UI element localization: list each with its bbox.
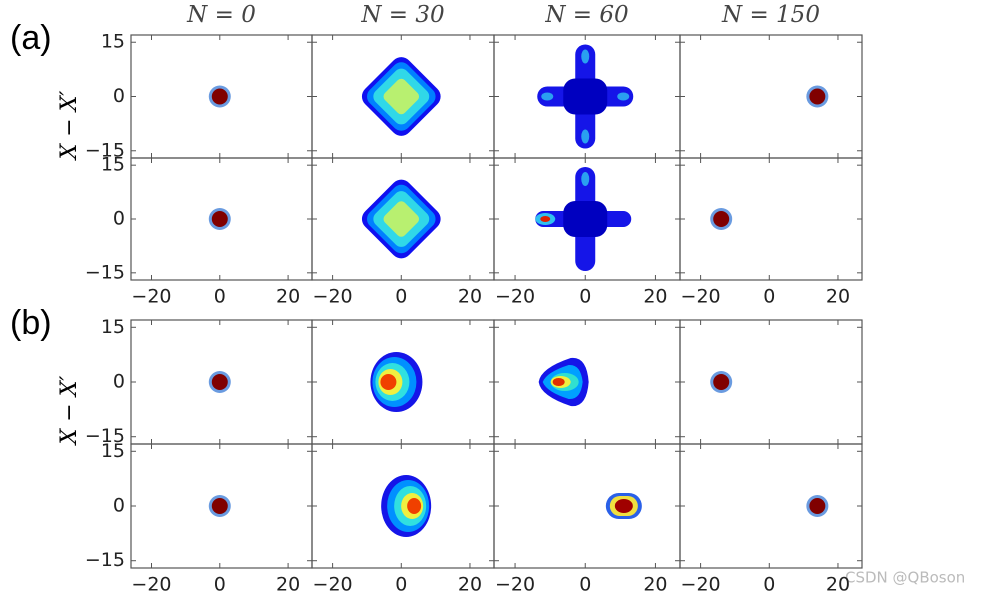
blob-layer <box>563 78 608 115</box>
blob <box>538 357 589 407</box>
blob-layer <box>407 498 422 514</box>
blob-layer <box>617 92 630 101</box>
blob <box>208 208 231 230</box>
column-title: N = 60 <box>544 2 628 28</box>
x-tick-label: −20 <box>681 286 721 308</box>
blob <box>370 352 423 412</box>
blob <box>537 44 634 149</box>
blob-layer <box>211 88 228 105</box>
panel-frame <box>679 34 863 159</box>
blob <box>806 495 829 517</box>
blob <box>605 493 642 519</box>
blob-layer <box>713 374 730 390</box>
x-tick-label: −20 <box>313 574 353 594</box>
column-title: N = 0 <box>186 2 256 28</box>
blob-layer <box>713 211 730 227</box>
blob <box>361 57 441 136</box>
y-axis-label: X − X′ <box>57 91 82 162</box>
blob-layer <box>383 201 420 237</box>
blob-layer <box>563 201 608 237</box>
panel-frame <box>493 443 681 569</box>
x-tick-label: 20 <box>826 574 850 594</box>
y-tick-label: 15 <box>101 440 125 462</box>
column-title: N = 150 <box>721 2 820 28</box>
blob-layer <box>540 216 551 222</box>
column-title: N = 30 <box>360 2 444 28</box>
y-tick-label: 15 <box>101 31 125 53</box>
x-tick-label: −20 <box>131 286 171 308</box>
x-tick-label: 0 <box>579 574 591 594</box>
x-tick-label: −20 <box>495 574 535 594</box>
panel-frame <box>679 443 863 569</box>
x-tick-label: 20 <box>826 286 850 308</box>
blob-layer <box>383 78 420 115</box>
x-tick-label: 0 <box>763 574 775 594</box>
x-tick-label: 20 <box>643 574 667 594</box>
blob-layer <box>380 374 397 390</box>
blob <box>806 85 829 108</box>
blob <box>208 371 231 393</box>
blob-layer <box>211 498 228 514</box>
panel-label: (a) <box>10 19 52 57</box>
x-tick-label: 20 <box>458 574 482 594</box>
panel-label: (b) <box>10 304 52 342</box>
y-tick-label: −15 <box>85 139 125 161</box>
x-tick-label: 20 <box>458 286 482 308</box>
watermark: CSDN @QBoson <box>845 569 965 587</box>
x-tick-label: −20 <box>313 286 353 308</box>
blob-layer <box>809 88 826 105</box>
blob-layer <box>614 499 633 513</box>
blob <box>710 371 733 393</box>
y-tick-label: 0 <box>113 371 125 393</box>
blob <box>381 475 432 537</box>
blob <box>361 179 441 259</box>
y-tick-label: 15 <box>101 154 125 176</box>
blob-layer <box>541 92 554 101</box>
blob <box>208 85 231 108</box>
y-tick-label: 0 <box>113 208 125 230</box>
blob-layer <box>211 374 228 390</box>
blob-layer <box>581 129 590 144</box>
y-tick-label: 0 <box>113 85 125 107</box>
panel-frame <box>679 157 863 281</box>
y-axis-label: X − X′ <box>57 376 82 447</box>
x-tick-label: 0 <box>214 286 226 308</box>
x-tick-label: −20 <box>131 574 171 594</box>
blob-layer <box>581 172 590 186</box>
x-tick-label: 20 <box>276 286 300 308</box>
x-tick-label: 20 <box>643 286 667 308</box>
blob <box>535 167 632 271</box>
y-tick-label: −15 <box>85 549 125 571</box>
blob <box>208 495 231 517</box>
blob-layer <box>809 498 826 514</box>
x-tick-label: −20 <box>681 574 721 594</box>
y-tick-label: −15 <box>85 261 125 283</box>
blob-layer <box>552 378 565 386</box>
blob-layer <box>211 211 228 227</box>
blob <box>710 208 733 230</box>
y-tick-label: 15 <box>101 316 125 338</box>
x-tick-label: 0 <box>214 574 226 594</box>
x-tick-label: 0 <box>395 286 407 308</box>
y-tick-label: 0 <box>113 495 125 517</box>
x-tick-label: 0 <box>579 286 591 308</box>
panel-frame <box>679 319 863 445</box>
x-tick-label: 0 <box>395 574 407 594</box>
x-tick-label: 20 <box>276 574 300 594</box>
blob-layer <box>581 49 590 64</box>
y-tick-label: −15 <box>85 425 125 447</box>
x-tick-label: −20 <box>495 286 535 308</box>
x-tick-label: 0 <box>763 286 775 308</box>
